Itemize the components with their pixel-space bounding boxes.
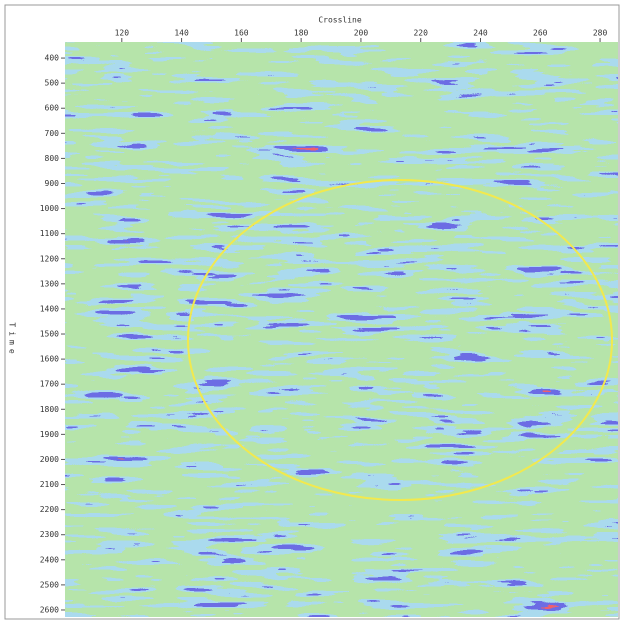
x-tick-label: 200: [354, 29, 369, 38]
y-tick-label: 2100: [40, 480, 59, 489]
y-axis-title: Time: [8, 322, 17, 357]
x-tick-label: 140: [174, 29, 189, 38]
y-tick-label: 1300: [40, 279, 59, 288]
y-tick-label: 900: [45, 179, 60, 188]
y-tick-label: 800: [45, 154, 60, 163]
frame: [4, 4, 620, 620]
x-tick-label: 240: [473, 29, 488, 38]
y-tick-label: 1400: [40, 304, 59, 313]
y-tick-label: 1000: [40, 204, 59, 213]
x-tick-label: 180: [294, 29, 309, 38]
x-tick-label: 280: [593, 29, 608, 38]
y-tick-label: 1500: [40, 330, 59, 339]
y-tick-label: 700: [45, 129, 60, 138]
y-tick-label: 2600: [40, 605, 59, 614]
seismic-image: [65, 42, 618, 617]
y-tick-label: 2000: [40, 455, 59, 464]
y-tick-label: 1900: [40, 430, 59, 439]
y-tick-label: 400: [45, 54, 60, 63]
y-tick-label: 2500: [40, 580, 59, 589]
y-tick-label: 2300: [40, 530, 59, 539]
y-tick-label: 2400: [40, 555, 59, 564]
y-tick-label: 1800: [40, 405, 59, 414]
x-tick-label: 120: [115, 29, 130, 38]
y-tick-label: 600: [45, 104, 60, 113]
y-tick-label: 2200: [40, 505, 59, 514]
y-tick-label: 1100: [40, 229, 59, 238]
y-tick-label: 500: [45, 79, 60, 88]
y-tick-label: 1600: [40, 355, 59, 364]
highlight-ellipse: [187, 179, 613, 501]
y-tick-label: 1700: [40, 380, 59, 389]
x-tick-label: 220: [413, 29, 428, 38]
y-tick-label: 1200: [40, 254, 59, 263]
x-tick-label: 260: [533, 29, 548, 38]
x-axis-title: Crossline: [318, 16, 362, 25]
x-tick-label: 160: [234, 29, 249, 38]
